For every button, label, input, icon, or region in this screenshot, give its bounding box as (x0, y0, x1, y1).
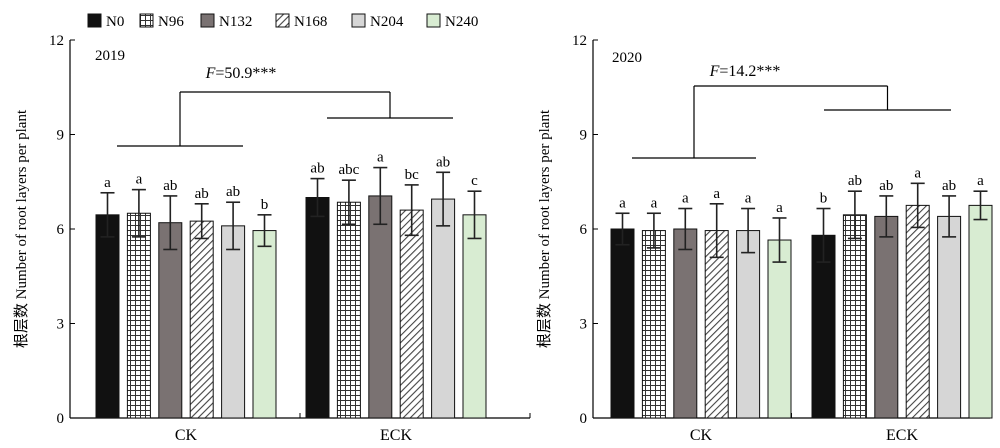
significance-letter: ab (942, 178, 956, 194)
legend: N0 N96 N132 N168 N204 N240 (87, 13, 478, 30)
bar-n240-ck (252, 230, 277, 419)
bar-n96-eck (842, 214, 867, 419)
significance-letter: ab (436, 154, 450, 170)
y-tick-label: 12 (49, 33, 64, 49)
panel-title: 2019 (95, 48, 125, 64)
bar-n240-eck (462, 214, 487, 419)
significance-bracket (117, 91, 453, 147)
significance-letter: a (651, 195, 658, 211)
legend-swatch-n132 (200, 13, 215, 28)
legend-swatch-n0 (87, 13, 102, 28)
y-axis-label: 根层数 Number of root layers per plant (536, 109, 553, 348)
bar-n96-ck (641, 230, 666, 419)
bar-n132-eck (368, 195, 393, 419)
f-value: =14.2*** (719, 63, 780, 80)
f-statistic: F=14.2*** (709, 63, 781, 80)
x-tick-label: ECK (886, 427, 918, 444)
significance-letter: ab (310, 161, 324, 177)
f-statistic: F=50.9*** (205, 65, 277, 82)
significance-letter: a (377, 150, 384, 166)
significance-letter: abc (338, 162, 359, 178)
y-tick-label: 9 (580, 128, 588, 144)
f-value: =50.9*** (215, 65, 276, 82)
bar-n132-eck (874, 215, 899, 419)
x-tick-label: CK (175, 427, 198, 444)
significance-letter: ab (226, 184, 240, 200)
bar-n168-eck (905, 204, 930, 419)
bar-n204-ck (221, 225, 246, 419)
bar-n204-eck (431, 198, 456, 419)
x-tick-label: ECK (380, 427, 412, 444)
y-axis-label: 根层数 Number of root layers per plant (13, 109, 30, 348)
panel-title: 2020 (612, 50, 642, 66)
significance-letter: a (104, 175, 111, 191)
x-tick-label: CK (690, 427, 713, 444)
y-tick-label: 9 (57, 128, 65, 144)
bar-n96-ck (126, 212, 151, 419)
legend-swatch-n204 (351, 13, 366, 28)
significance-letter: a (745, 191, 752, 207)
y-tick-label: 0 (57, 411, 65, 427)
bar-n240-eck (968, 204, 993, 419)
significance-letter: a (977, 173, 984, 189)
bar-n204-ck (736, 230, 761, 419)
y-tick-label: 6 (580, 222, 588, 238)
legend-label: N0 (106, 14, 124, 30)
y-tick-label: 0 (580, 411, 588, 427)
y-tick-label: 6 (57, 222, 65, 238)
significance-letter: a (713, 186, 720, 202)
bar-n168-ck (189, 220, 214, 419)
bar-n96-eck (336, 201, 361, 419)
significance-letter: b (820, 191, 828, 207)
significance-letter: a (776, 200, 783, 216)
bar-n0-ck (95, 214, 120, 419)
f-label: F (709, 63, 720, 80)
bar-n132-ck (158, 222, 183, 419)
bar-n168-ck (704, 230, 729, 419)
bar-n0-ck (610, 228, 635, 419)
legend-swatch-n96 (139, 13, 154, 28)
bar-n132-ck (673, 228, 698, 419)
significance-letter: ab (195, 186, 209, 202)
significance-letter: ab (879, 178, 893, 194)
bar-n204-eck (937, 215, 962, 419)
significance-letter: a (136, 172, 143, 188)
significance-letter: a (914, 165, 921, 181)
significance-letter: a (619, 195, 626, 211)
significance-letter: a (682, 191, 689, 207)
legend-swatch-n240 (426, 13, 441, 28)
significance-letter: c (471, 173, 478, 189)
legend-label: N204 (370, 14, 404, 30)
bar-n0-eck (305, 197, 330, 419)
significance-bracket (632, 85, 951, 159)
f-label: F (205, 65, 216, 82)
y-tick-label: 3 (580, 317, 588, 333)
legend-label: N240 (445, 14, 478, 30)
significance-letter: ab (163, 178, 177, 194)
significance-letter: ab (848, 173, 862, 189)
bar-n168-eck (399, 209, 424, 419)
y-tick-label: 12 (572, 33, 587, 49)
legend-label: N96 (158, 14, 184, 30)
significance-letter: b (261, 197, 269, 213)
panel-2020: 0 3 6 9 12 2020 根层数 Number of root layers per … (536, 33, 993, 444)
panel-2019: 0 3 6 9 12 2019 根层数 Number of root layers per … (13, 33, 531, 444)
bar-n240-ck (767, 239, 792, 419)
legend-swatch-n168 (275, 13, 290, 28)
legend-label: N132 (219, 14, 252, 30)
y-tick-label: 3 (57, 317, 65, 333)
significance-letter: bc (405, 167, 420, 183)
legend-label: N168 (294, 14, 327, 30)
